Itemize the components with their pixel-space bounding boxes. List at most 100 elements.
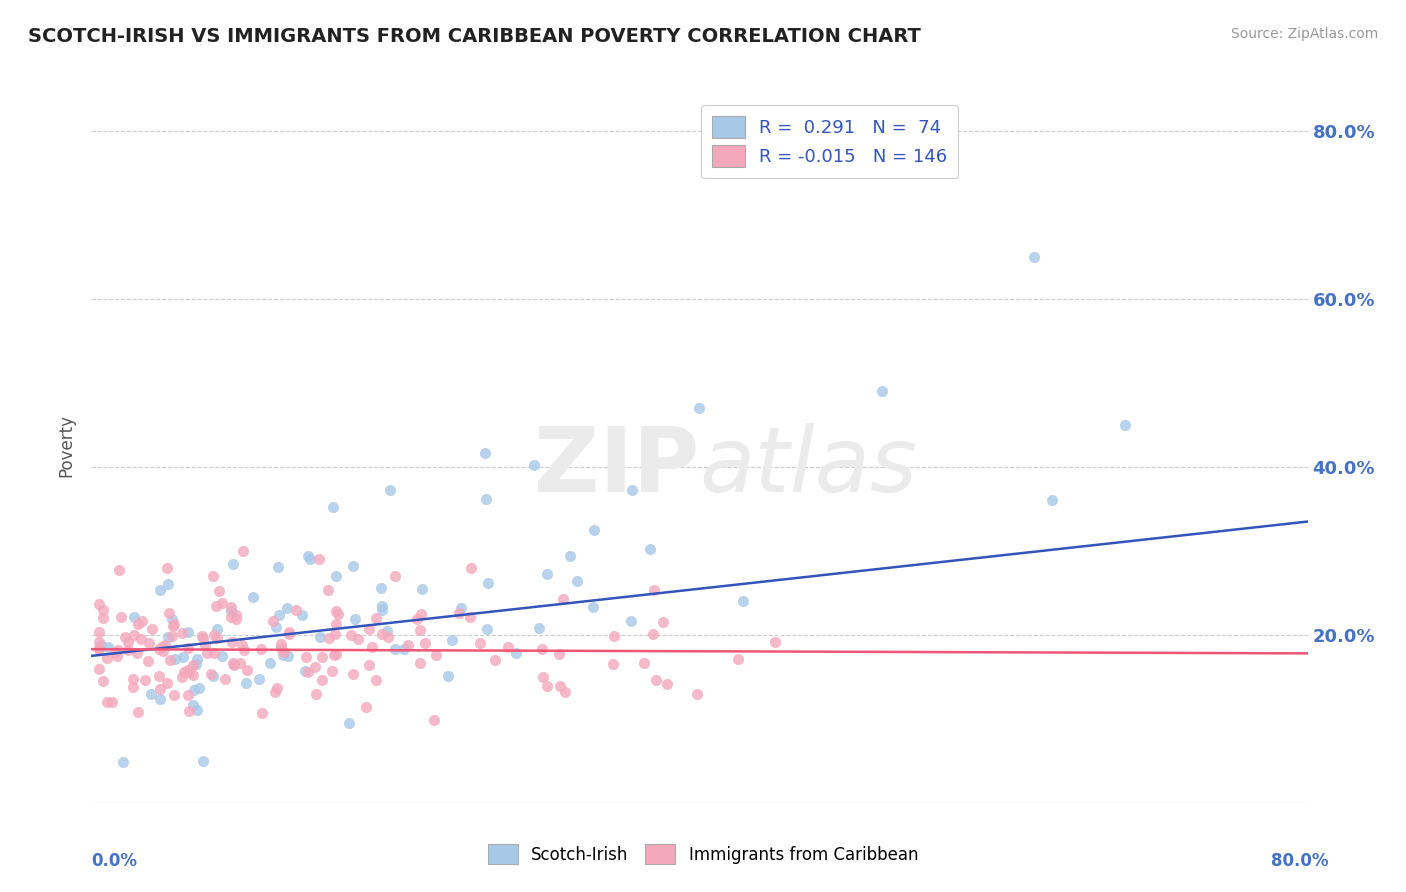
Point	[127, 616, 149, 631]
Point	[173, 665, 195, 679]
Point	[208, 584, 231, 599]
Point	[620, 615, 643, 629]
Point	[129, 632, 152, 646]
Point	[193, 632, 215, 646]
Point	[468, 635, 491, 649]
Point	[219, 609, 242, 624]
Point	[91, 603, 114, 617]
Point	[870, 384, 893, 399]
Point	[763, 635, 786, 649]
Point	[266, 559, 288, 574]
Point	[638, 541, 661, 556]
Point	[177, 704, 200, 718]
Point	[107, 643, 129, 657]
Point	[153, 638, 176, 652]
Point	[536, 566, 558, 581]
Point	[100, 695, 122, 709]
Point	[384, 569, 406, 583]
Point	[141, 623, 163, 637]
Point	[221, 557, 243, 571]
Point	[304, 660, 326, 674]
Point	[97, 640, 120, 655]
Point	[531, 670, 554, 684]
Point	[380, 483, 402, 498]
Point	[172, 670, 194, 684]
Point	[200, 667, 222, 681]
Point	[375, 624, 398, 638]
Point	[156, 560, 179, 574]
Point	[232, 544, 254, 558]
Point	[122, 681, 145, 695]
Point	[583, 523, 606, 537]
Point	[655, 676, 678, 690]
Point	[264, 620, 287, 634]
Point	[163, 617, 186, 632]
Point	[1022, 250, 1045, 264]
Point	[156, 675, 179, 690]
Point	[409, 624, 432, 638]
Point	[377, 631, 399, 645]
Point	[475, 491, 498, 506]
Point	[262, 615, 284, 629]
Point	[643, 583, 665, 598]
Point	[163, 688, 186, 702]
Point	[87, 662, 110, 676]
Point	[359, 657, 381, 672]
Text: SCOTCH-IRISH VS IMMIGRANTS FROM CARIBBEAN POVERTY CORRELATION CHART: SCOTCH-IRISH VS IMMIGRANTS FROM CARIBBEA…	[28, 27, 921, 45]
Point	[165, 652, 187, 666]
Point	[183, 682, 205, 697]
Point	[318, 631, 340, 645]
Point	[686, 687, 709, 701]
Point	[191, 630, 214, 644]
Point	[581, 599, 603, 614]
Point	[107, 563, 129, 577]
Point	[202, 569, 225, 583]
Point	[247, 672, 270, 686]
Point	[134, 673, 156, 688]
Point	[162, 612, 184, 626]
Point	[449, 607, 471, 621]
Point	[195, 646, 218, 660]
Point	[96, 651, 118, 665]
Point	[371, 627, 394, 641]
Point	[602, 629, 624, 643]
Point	[1040, 493, 1063, 508]
Point	[148, 669, 170, 683]
Point	[117, 635, 139, 649]
Point	[425, 648, 447, 662]
Point	[267, 607, 290, 622]
Point	[620, 483, 643, 497]
Point	[87, 597, 110, 611]
Point	[277, 624, 299, 639]
Point	[105, 649, 128, 664]
Text: Source: ZipAtlas.com: Source: ZipAtlas.com	[1230, 27, 1378, 41]
Point	[157, 606, 180, 620]
Point	[505, 646, 527, 660]
Point	[221, 635, 243, 649]
Point	[233, 642, 256, 657]
Point	[150, 640, 173, 654]
Point	[194, 639, 217, 653]
Text: atlas: atlas	[699, 424, 918, 511]
Point	[527, 621, 550, 635]
Point	[356, 699, 378, 714]
Point	[177, 663, 200, 677]
Point	[530, 642, 553, 657]
Point	[321, 665, 343, 679]
Point	[371, 599, 394, 614]
Point	[342, 667, 364, 681]
Point	[450, 601, 472, 615]
Point	[264, 685, 287, 699]
Point	[231, 638, 253, 652]
Point	[323, 648, 346, 663]
Point	[342, 558, 364, 573]
Point	[205, 631, 228, 645]
Point	[91, 674, 114, 689]
Point	[211, 596, 233, 610]
Point	[277, 648, 299, 663]
Point	[225, 608, 247, 623]
Point	[270, 637, 292, 651]
Point	[1114, 417, 1136, 432]
Point	[325, 569, 347, 583]
Point	[277, 627, 299, 641]
